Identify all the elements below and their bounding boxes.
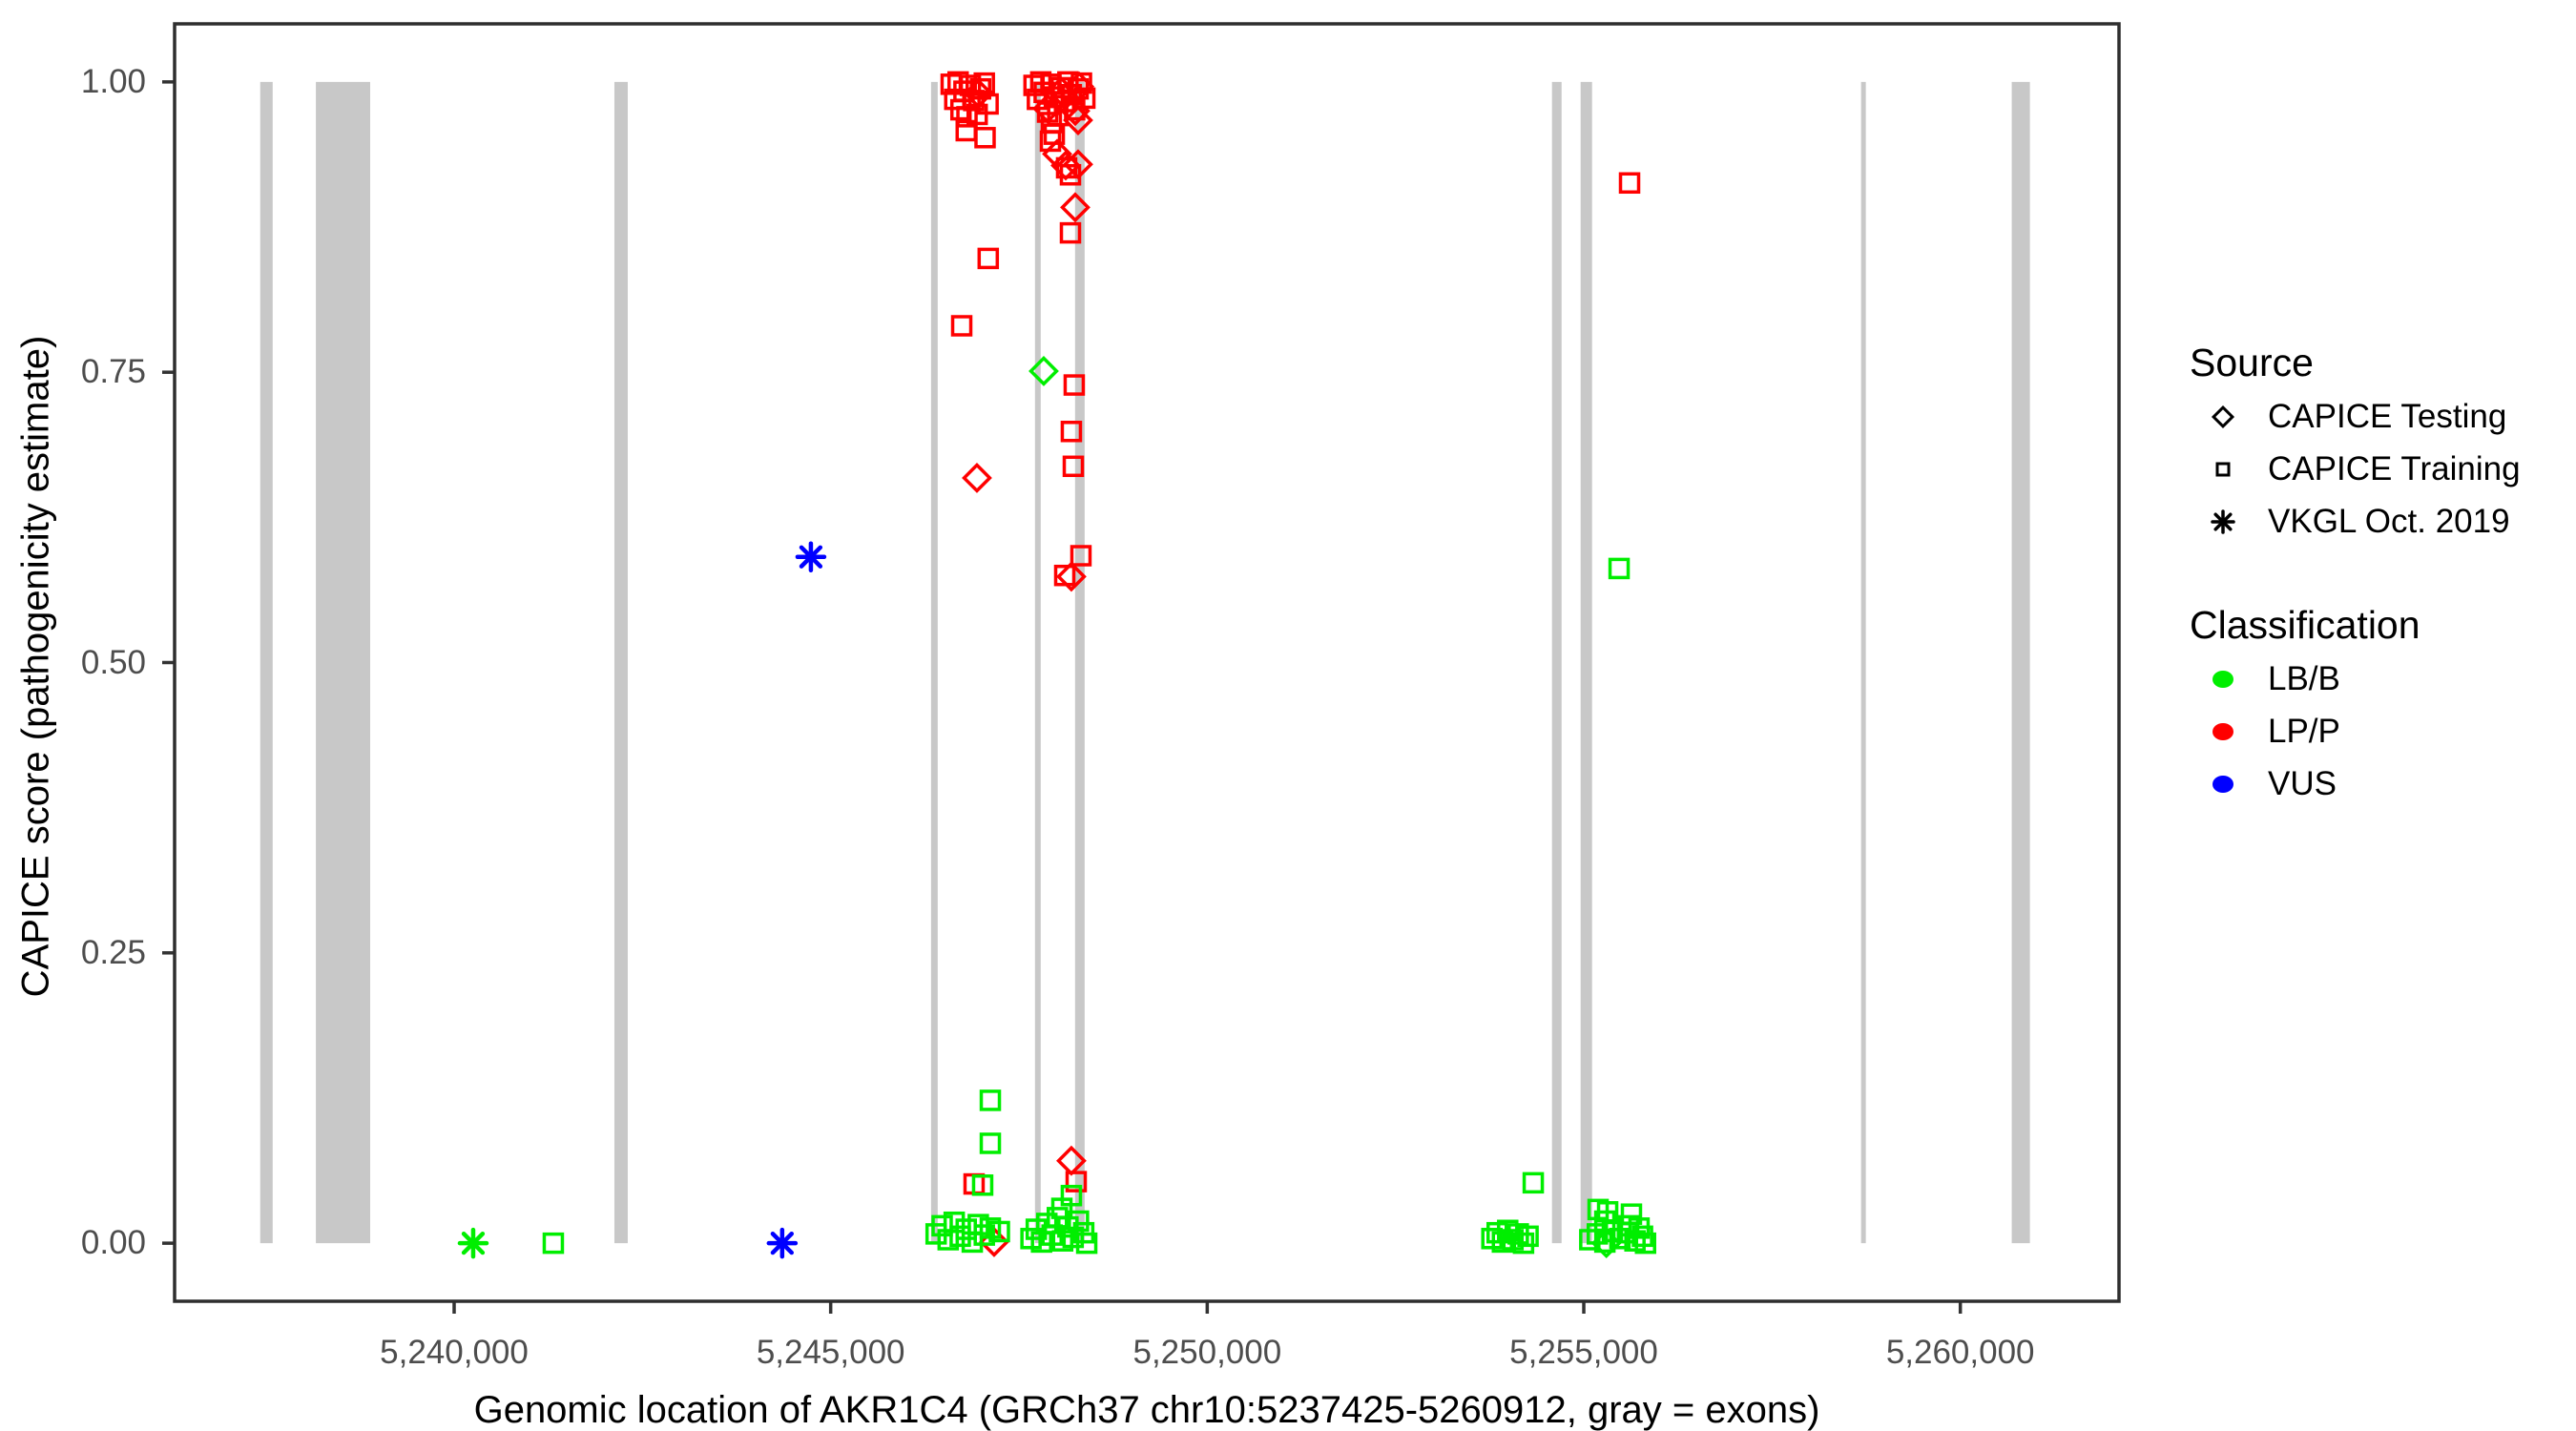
circle-key-icon <box>2212 775 2233 793</box>
square-key-icon <box>2215 462 2231 476</box>
point-capice-testing-lp-p <box>1064 71 1095 102</box>
legend-classification-items: LB/B LP/P VUS <box>2190 653 2571 810</box>
exon-bar <box>316 81 370 1244</box>
legend-classification-title: Classification <box>2190 603 2420 647</box>
x-tick-label: 5,255,000 <box>1509 1334 1658 1371</box>
legend-item-vus: VUS <box>2190 757 2571 810</box>
point-capice-training-lb-b <box>943 1211 966 1234</box>
point-capice-training-lb-b <box>961 1231 984 1254</box>
point-vkgl-oct-2019-vus <box>766 1227 799 1259</box>
point-capice-training-lp-p <box>1059 221 1082 244</box>
y-tick-label: 0.25 <box>80 933 146 971</box>
legend-item-label: LB/B <box>2268 659 2340 697</box>
legend-item-lb-b: LB/B <box>2190 653 2571 705</box>
point-capice-training-lb-b <box>971 1174 994 1196</box>
point-capice-training-lb-b <box>988 1220 1010 1243</box>
asterisk-key-icon <box>2211 508 2235 534</box>
y-tick-label: 0.00 <box>80 1224 146 1262</box>
point-capice-testing-lp-p <box>1056 1145 1087 1176</box>
point-capice-training-lb-b <box>955 1218 978 1240</box>
circle-key-icon <box>2212 722 2233 740</box>
point-capice-training-lp-p <box>950 315 973 337</box>
point-capice-testing-lp-p <box>1063 149 1093 180</box>
point-capice-testing-lp-p <box>1056 561 1087 592</box>
point-capice-training-lb-b <box>979 1089 1002 1111</box>
y-axis-title: CAPICE score (pathogenicity estimate) <box>14 335 57 998</box>
exon-bar <box>1034 81 1041 1244</box>
point-capice-training-lb-b <box>1517 1225 1539 1248</box>
point-capice-testing-lp-p <box>1042 138 1072 170</box>
diamond-key-icon <box>2211 404 2235 428</box>
point-capice-training-lb-b <box>973 1224 995 1246</box>
y-tick-label: 0.75 <box>80 353 146 391</box>
legend-source-title: Source <box>2190 341 2314 384</box>
exon-bar <box>1074 81 1085 1244</box>
legend-source: Source CAPICE Testing CAPICE Training VKGL… <box>2190 339 2571 548</box>
exon-bar <box>260 81 273 1244</box>
x-tick-label: 5,260,000 <box>1885 1334 2035 1371</box>
point-capice-testing-lp-p <box>963 78 994 109</box>
legend-item-lp-p: LP/P <box>2190 705 2571 757</box>
point-capice-testing-lb-b <box>1590 1228 1622 1259</box>
point-vkgl-oct-2019-lb-b <box>457 1227 489 1259</box>
legend-item-label: VUS <box>2268 764 2337 802</box>
point-capice-training-lp-p <box>1070 545 1092 567</box>
legend-item-label: CAPICE Training <box>2268 449 2521 487</box>
legend-item-vkgl-oct-2019: VKGL Oct. 2019 <box>2190 495 2571 548</box>
exon-bar <box>1580 81 1592 1244</box>
x-axis-title: Genomic location of AKR1C4 (GRCh37 chr10… <box>473 1389 1820 1431</box>
point-capice-training-lb-b <box>949 1225 971 1248</box>
y-tick-label: 1.00 <box>80 62 146 100</box>
circle-key-icon <box>2212 670 2233 688</box>
x-tick-label: 5,245,000 <box>756 1334 905 1371</box>
legend-item-capice-testing: CAPICE Testing <box>2190 390 2571 443</box>
legend-item-label: VKGL Oct. 2019 <box>2268 502 2510 540</box>
point-capice-testing-lp-p <box>1063 105 1093 135</box>
y-tick-label: 0.50 <box>80 643 146 681</box>
legend-source-items: CAPICE Testing CAPICE Training VKGL Oct. 2… <box>2190 390 2571 548</box>
point-capice-training-lb-b <box>1512 1232 1535 1255</box>
point-capice-training-lp-p <box>1060 421 1083 443</box>
exon-bar <box>1860 81 1866 1244</box>
point-capice-testing-lp-p <box>1060 192 1091 223</box>
point-capice-training-lb-b <box>542 1232 565 1255</box>
exon-bar <box>2011 81 2030 1244</box>
point-capice-training-lp-p <box>1063 374 1086 396</box>
legend-classification: Classification LB/B LP/P VUS <box>2190 601 2571 810</box>
x-tick-label: 5,250,000 <box>1132 1334 1282 1371</box>
point-capice-training-lb-b <box>1068 1210 1090 1233</box>
point-capice-training-lp-p <box>1065 1171 1088 1192</box>
exon-bar <box>1551 81 1562 1244</box>
legend-item-capice-training: CAPICE Training <box>2190 443 2571 495</box>
point-capice-training-lp-p <box>1062 455 1085 478</box>
point-vkgl-oct-2019-vus <box>795 541 827 572</box>
exon-bar <box>930 81 938 1244</box>
point-capice-training-lp-p <box>1618 172 1641 195</box>
legend-item-label: LP/P <box>2268 712 2340 750</box>
point-capice-testing-lb-b <box>1028 356 1059 386</box>
point-capice-training-lb-b <box>1522 1172 1545 1194</box>
plot-panel-border <box>173 22 2121 1303</box>
point-capice-training-lb-b <box>1608 557 1631 580</box>
point-capice-training-lb-b <box>1631 1225 1653 1248</box>
point-capice-testing-lp-p <box>1032 93 1063 124</box>
point-capice-training-lb-b <box>1075 1232 1098 1255</box>
point-capice-training-lp-p <box>974 127 996 149</box>
legend-item-label: CAPICE Testing <box>2268 397 2507 435</box>
x-tick-label: 5,240,000 <box>380 1334 529 1371</box>
exon-bar <box>613 81 628 1244</box>
point-capice-testing-lp-p <box>962 463 992 493</box>
point-capice-training-lp-p <box>977 247 1000 270</box>
point-capice-training-lb-b <box>1634 1232 1656 1255</box>
point-capice-training-lb-b <box>979 1132 1002 1154</box>
